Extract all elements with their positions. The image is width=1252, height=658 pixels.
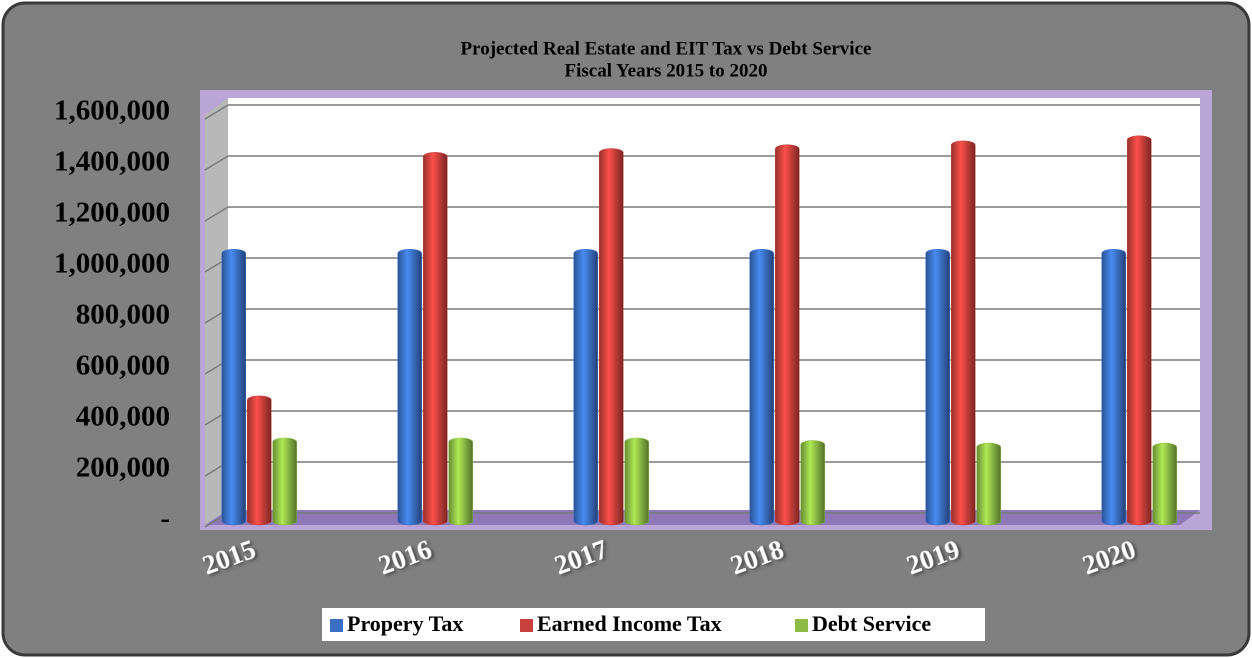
bar (448, 437, 473, 526)
bar (925, 249, 950, 526)
legend-swatch (330, 619, 343, 632)
y-tick-label: 1,600,000 (54, 95, 170, 127)
bar (775, 144, 800, 526)
grid-line-side (204, 206, 229, 222)
bar (397, 249, 422, 526)
legend-swatch (520, 619, 533, 632)
legend-label: Earned Income Tax (537, 611, 722, 636)
bar (272, 437, 297, 526)
y-tick-label: 400,000 (76, 401, 170, 433)
bar (599, 148, 624, 526)
back-wall (228, 98, 1200, 510)
y-tick-label: - (160, 503, 170, 535)
y-tick-label: 800,000 (76, 299, 170, 331)
bar (1127, 135, 1152, 526)
bar (423, 152, 448, 526)
bar (221, 249, 246, 526)
legend-label: Propery Tax (347, 611, 463, 636)
y-tick-label: 600,000 (76, 350, 170, 382)
bar (1152, 442, 1177, 526)
bar (1101, 249, 1126, 526)
chart-title: Projected Real Estate and EIT Tax vs Deb… (461, 38, 872, 59)
grid-line-side (204, 155, 229, 171)
bar (800, 440, 825, 526)
legend (322, 608, 985, 641)
y-tick-label: 1,200,000 (54, 197, 170, 229)
bar (573, 249, 598, 526)
legend-label: Debt Service (812, 611, 931, 636)
bar (749, 249, 774, 526)
chart-subtitle: Fiscal Years 2015 to 2020 (565, 60, 768, 81)
bar (624, 437, 649, 526)
y-tick-label: 1,000,000 (54, 248, 170, 280)
bar (247, 395, 272, 526)
y-tick-label: 200,000 (76, 452, 170, 484)
legend-swatch (795, 619, 808, 632)
bar (976, 442, 1001, 526)
bar (951, 140, 976, 526)
grid-line-side (204, 104, 229, 120)
y-tick-label: 1,400,000 (54, 146, 170, 178)
